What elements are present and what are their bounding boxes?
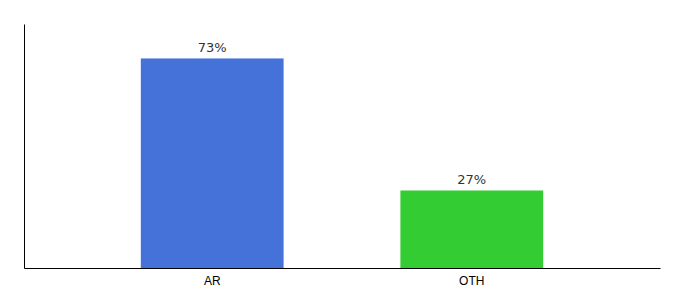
bar: [141, 58, 284, 268]
y-axis-line: [24, 25, 25, 269]
bars: [141, 58, 543, 268]
data-label: 73%: [198, 40, 227, 55]
x-tick-label: OTH: [459, 274, 484, 288]
x-axis: AR OTH: [25, 268, 661, 288]
data-labels: 73% 27%: [198, 40, 486, 187]
plot: AR OTH 73% 27%: [25, 25, 661, 288]
chart: AR OTH 73% 27%: [0, 0, 680, 300]
x-tick: OTH: [459, 268, 484, 288]
x-tick-label: AR: [204, 274, 221, 288]
data-label: 27%: [457, 172, 486, 187]
y-axis: [24, 25, 25, 269]
x-axis-line: [25, 268, 661, 269]
x-tick: AR: [204, 268, 221, 288]
bar: [400, 190, 543, 268]
